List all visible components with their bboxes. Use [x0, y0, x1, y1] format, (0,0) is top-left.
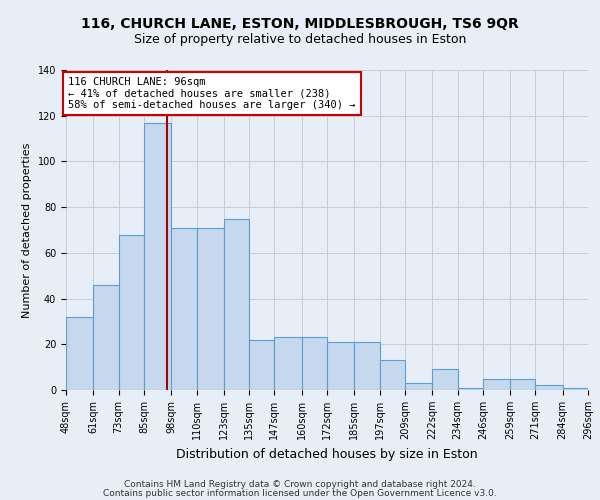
Bar — [302, 338, 327, 390]
Bar — [249, 340, 274, 390]
Bar — [380, 360, 405, 390]
Bar — [510, 378, 535, 390]
Bar — [483, 378, 510, 390]
X-axis label: Distribution of detached houses by size in Eston: Distribution of detached houses by size … — [176, 448, 478, 460]
Text: Contains public sector information licensed under the Open Government Licence v3: Contains public sector information licen… — [103, 488, 497, 498]
Bar — [224, 218, 249, 390]
Bar — [66, 317, 94, 390]
Bar — [563, 388, 588, 390]
Bar — [119, 234, 144, 390]
Bar — [171, 228, 197, 390]
Bar — [197, 228, 224, 390]
Y-axis label: Number of detached properties: Number of detached properties — [22, 142, 32, 318]
Text: 116 CHURCH LANE: 96sqm
← 41% of detached houses are smaller (238)
58% of semi-de: 116 CHURCH LANE: 96sqm ← 41% of detached… — [68, 77, 356, 110]
Bar — [405, 383, 432, 390]
Text: 116, CHURCH LANE, ESTON, MIDDLESBROUGH, TS6 9QR: 116, CHURCH LANE, ESTON, MIDDLESBROUGH, … — [81, 18, 519, 32]
Bar — [94, 285, 119, 390]
Text: Contains HM Land Registry data © Crown copyright and database right 2024.: Contains HM Land Registry data © Crown c… — [124, 480, 476, 489]
Bar — [144, 122, 171, 390]
Text: Size of property relative to detached houses in Eston: Size of property relative to detached ho… — [134, 32, 466, 46]
Bar — [355, 342, 380, 390]
Bar — [458, 388, 483, 390]
Bar — [327, 342, 355, 390]
Bar — [274, 338, 302, 390]
Bar — [535, 386, 563, 390]
Bar — [432, 370, 458, 390]
